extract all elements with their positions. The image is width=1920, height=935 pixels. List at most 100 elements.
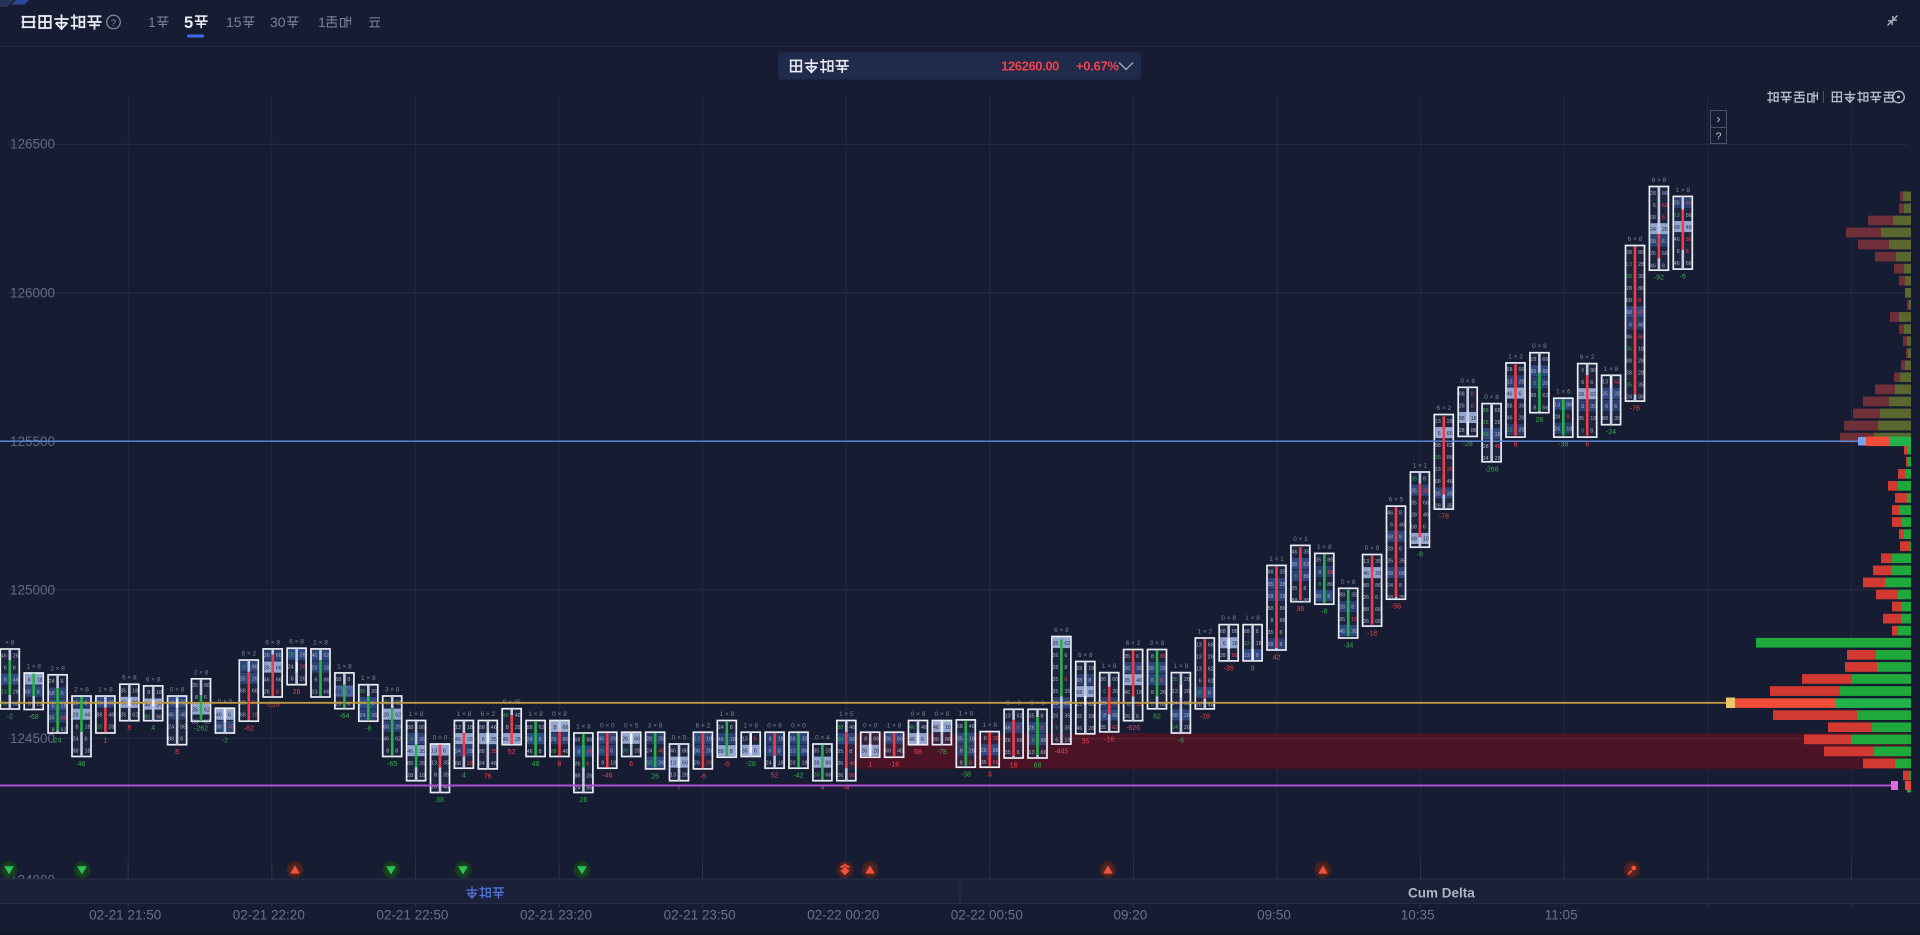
svg-text:46: 46 [1447, 479, 1453, 485]
svg-text:26: 26 [610, 737, 616, 743]
svg-text:28: 28 [73, 712, 79, 718]
svg-text:124500: 124500 [10, 731, 55, 746]
svg-text:0 × 8: 0 × 8 [1221, 615, 1236, 622]
svg-text:35: 35 [1578, 416, 1584, 422]
svg-text:46: 46 [1495, 444, 1501, 450]
svg-text:28: 28 [37, 702, 43, 708]
svg-text:46: 46 [455, 737, 461, 743]
svg-text:8: 8 [175, 749, 179, 756]
svg-text:88: 88 [1483, 408, 1489, 414]
svg-text:13: 13 [670, 760, 676, 766]
svg-text:35: 35 [192, 683, 198, 689]
svg-text:68: 68 [383, 725, 389, 731]
svg-text:35: 35 [120, 713, 126, 719]
svg-text:28: 28 [13, 690, 19, 696]
svg-text:28: 28 [1638, 359, 1644, 365]
svg-text:6: 6 [539, 737, 542, 743]
svg-text:8: 8 [52, 727, 55, 733]
svg-text:62: 62 [1662, 203, 1668, 209]
svg-text:13: 13 [694, 737, 700, 743]
svg-text:35: 35 [1519, 403, 1525, 409]
svg-text:13: 13 [670, 773, 676, 779]
svg-text:18: 18 [1232, 641, 1238, 647]
svg-text:66: 66 [873, 737, 879, 743]
svg-text:28: 28 [383, 712, 389, 718]
svg-text:6: 6 [1662, 215, 1665, 221]
svg-text:35: 35 [1005, 750, 1011, 756]
svg-text:4: 4 [462, 773, 466, 780]
svg-text:02-21 22:20: 02-21 22:20 [233, 908, 305, 923]
svg-text:46: 46 [670, 748, 676, 754]
svg-text:8: 8 [539, 749, 542, 755]
svg-text:28: 28 [1495, 420, 1501, 426]
svg-text:24: 24 [73, 737, 79, 743]
svg-text:6: 6 [61, 679, 64, 685]
svg-text:46: 46 [1674, 237, 1680, 243]
svg-text:9: 9 [1251, 665, 1255, 672]
svg-text:28: 28 [1076, 666, 1082, 672]
svg-text:66: 66 [1638, 334, 1644, 340]
svg-text:8: 8 [778, 749, 781, 755]
svg-text:46: 46 [909, 737, 915, 743]
svg-text:1 × 8: 1 × 8 [26, 664, 41, 671]
svg-text:18: 18 [1136, 690, 1142, 696]
svg-text:6: 6 [754, 749, 757, 755]
svg-text:46: 46 [1638, 322, 1644, 328]
svg-text:68: 68 [1650, 239, 1656, 245]
svg-text:18: 18 [1256, 641, 1262, 647]
svg-text:11:05: 11:05 [1545, 908, 1578, 923]
svg-text:-2: -2 [222, 738, 228, 745]
svg-text:1 × 8: 1 × 8 [528, 711, 543, 718]
svg-text:66: 66 [1519, 367, 1525, 373]
svg-text:0 × 1: 0 × 1 [1293, 536, 1308, 543]
svg-text:26: 26 [885, 737, 891, 743]
svg-text:18: 18 [85, 749, 91, 755]
svg-text:0 × 0: 0 × 0 [433, 735, 448, 742]
svg-text:86: 86 [252, 664, 258, 670]
svg-text:0 × 8: 0 × 8 [935, 711, 950, 718]
svg-text:1: 1 [318, 14, 326, 30]
svg-text:13: 13 [1076, 702, 1082, 708]
svg-text:62: 62 [1017, 714, 1023, 720]
svg-text:18: 18 [778, 761, 784, 767]
svg-text:28: 28 [1184, 677, 1190, 683]
svg-text:62: 62 [395, 712, 401, 718]
svg-text:35: 35 [443, 773, 449, 779]
svg-text:6: 6 [1151, 702, 1154, 708]
svg-text:66: 66 [993, 748, 999, 754]
svg-text:13: 13 [1172, 689, 1178, 695]
svg-text:62: 62 [324, 653, 330, 659]
svg-text:66: 66 [1662, 251, 1668, 257]
svg-text:88: 88 [359, 689, 365, 695]
svg-text:26: 26 [837, 773, 843, 779]
svg-text:6: 6 [1662, 239, 1665, 245]
svg-text:8: 8 [1399, 583, 1402, 589]
svg-text:1 × 8: 1 × 8 [1317, 544, 1332, 551]
svg-text:8: 8 [28, 702, 31, 708]
svg-text:46: 46 [921, 725, 927, 731]
svg-text:8: 8 [1399, 535, 1402, 541]
svg-text:1 × 8: 1 × 8 [982, 722, 997, 729]
svg-text:35: 35 [1052, 677, 1058, 683]
svg-text:35: 35 [1411, 501, 1417, 507]
svg-text:-76: -76 [1630, 406, 1640, 413]
svg-text:35: 35 [1614, 416, 1620, 422]
svg-text:-626: -626 [1126, 725, 1140, 732]
svg-text:3 × 8: 3 × 8 [1150, 640, 1165, 647]
svg-text:-445: -445 [1054, 749, 1068, 756]
svg-text:28: 28 [1483, 444, 1489, 450]
svg-text:46: 46 [1507, 416, 1513, 422]
svg-text:28: 28 [1638, 371, 1644, 377]
svg-text:13: 13 [431, 748, 437, 754]
svg-text:13: 13 [1244, 641, 1250, 647]
svg-text:26: 26 [264, 653, 270, 659]
svg-text:-16: -16 [1104, 736, 1114, 743]
svg-text:86: 86 [180, 725, 186, 731]
svg-text:86: 86 [1232, 653, 1238, 659]
svg-text:26: 26 [682, 773, 688, 779]
svg-text:6: 6 [1590, 380, 1593, 386]
svg-text:86: 86 [1638, 395, 1644, 401]
svg-text:13: 13 [1244, 653, 1250, 659]
svg-text:-6: -6 [1178, 738, 1184, 745]
svg-text:8: 8 [386, 749, 389, 755]
